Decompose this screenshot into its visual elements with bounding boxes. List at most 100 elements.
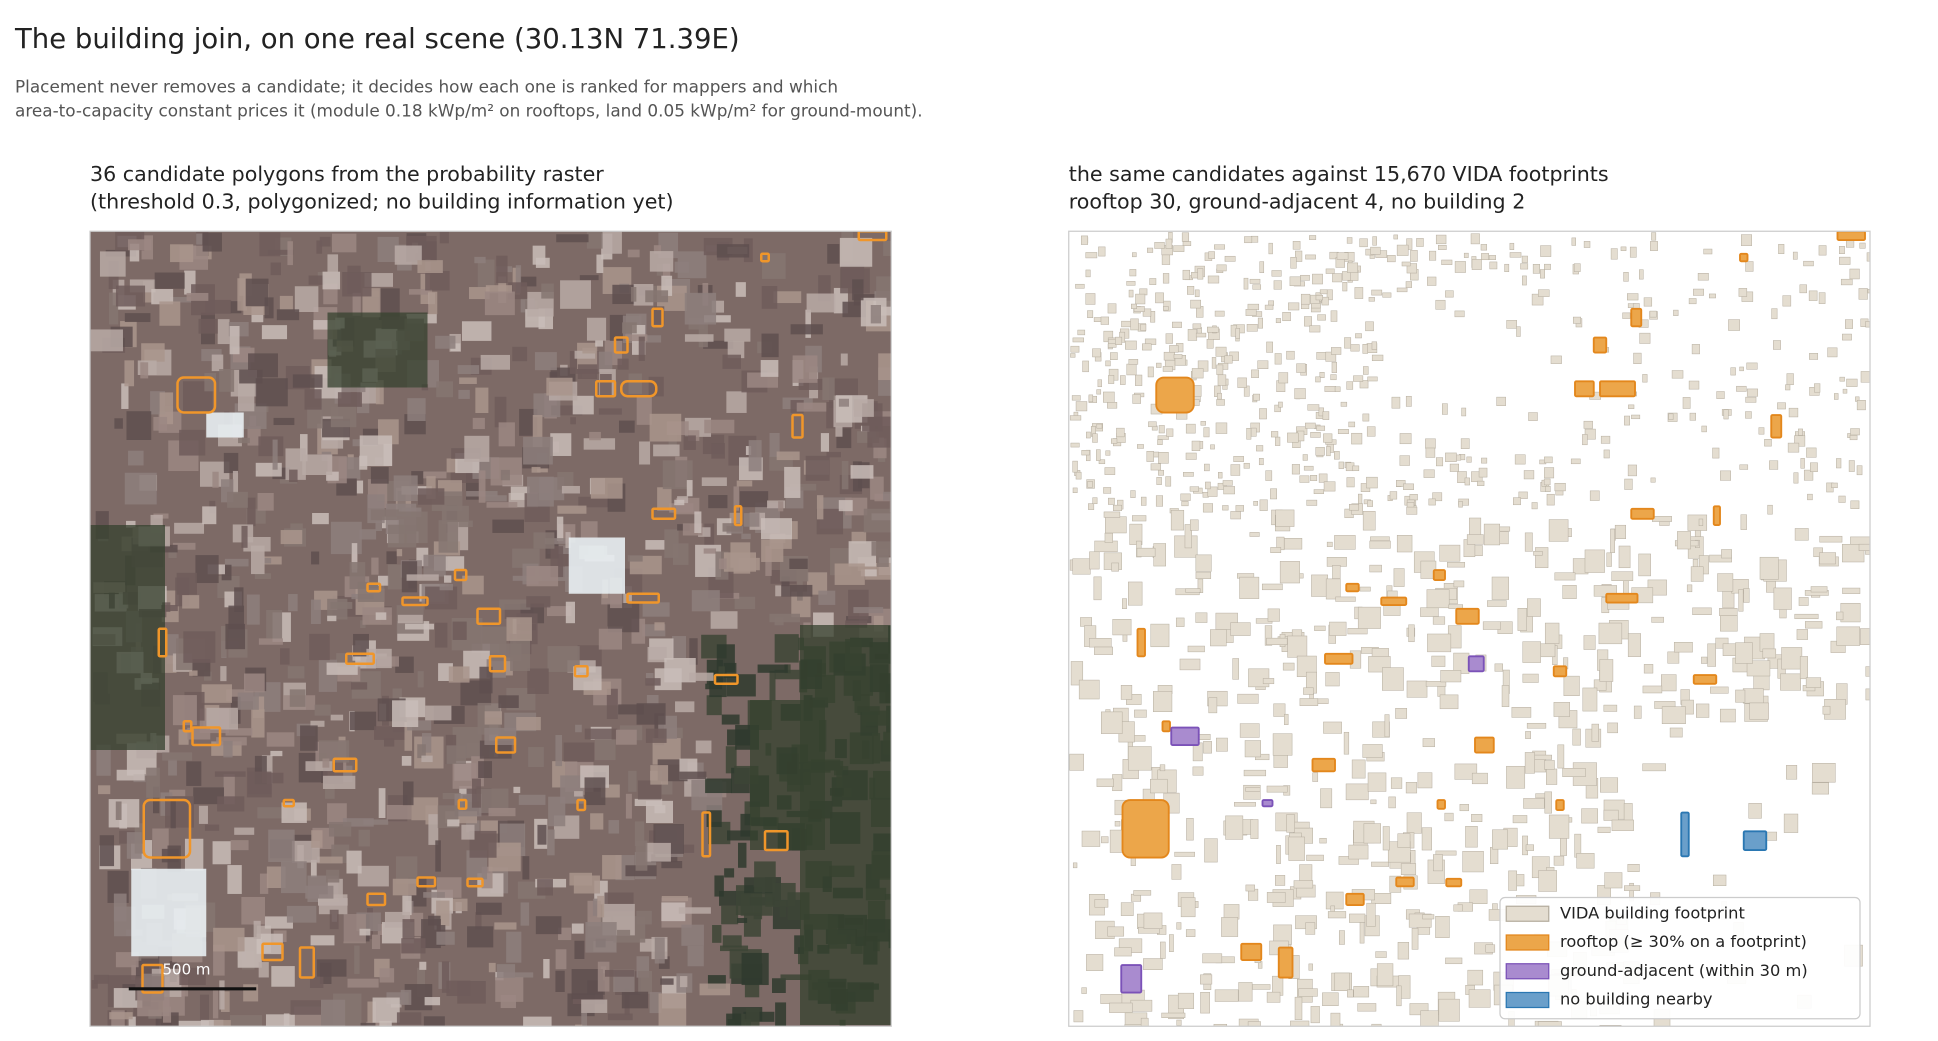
building-footprint <box>1185 452 1197 460</box>
building-footprint <box>1319 372 1325 378</box>
terrain <box>578 496 609 508</box>
terrain <box>168 759 177 776</box>
building-footprint <box>1176 1019 1182 1026</box>
terrain <box>498 695 519 708</box>
building-footprint <box>1650 477 1656 483</box>
building-footprint <box>1506 765 1526 789</box>
terrain <box>401 755 412 766</box>
terrain <box>234 827 255 835</box>
building-footprint <box>1128 581 1143 606</box>
building-footprint <box>1406 238 1413 250</box>
terrain <box>550 433 572 456</box>
building-footprint <box>1838 495 1846 503</box>
building-footprint <box>1693 288 1704 296</box>
building-footprint <box>1362 511 1376 531</box>
terrain <box>425 586 458 610</box>
building-footprint <box>1195 554 1212 572</box>
terrain <box>230 840 249 851</box>
candidate-outline <box>594 380 617 398</box>
terrain <box>212 841 231 865</box>
building-footprint <box>1176 922 1182 930</box>
terrain <box>485 495 507 502</box>
terrain <box>722 935 742 948</box>
terrain <box>586 317 607 341</box>
building-footprint <box>1312 273 1323 285</box>
building-footprint <box>1438 998 1460 1022</box>
building-footprint <box>1150 623 1170 648</box>
building-footprint <box>1130 490 1136 498</box>
building-footprint <box>1393 234 1398 240</box>
building-footprint <box>1349 913 1366 923</box>
building-footprint <box>1642 763 1666 772</box>
terrain <box>600 374 612 395</box>
candidate-polygon <box>1432 569 1446 581</box>
building-footprint <box>1104 467 1116 475</box>
terrain <box>371 934 381 950</box>
building-footprint <box>1366 426 1376 437</box>
building-footprint <box>1603 704 1618 712</box>
building-footprint <box>1525 844 1534 851</box>
building-footprint <box>1296 363 1306 373</box>
terrain <box>439 231 449 244</box>
building-footprint <box>1544 760 1555 770</box>
building-footprint <box>1309 235 1317 240</box>
terrain <box>255 462 282 477</box>
building-footprint <box>1371 289 1383 296</box>
building-footprint <box>1376 963 1394 987</box>
terrain <box>845 620 868 628</box>
building-footprint <box>1158 425 1165 434</box>
building-footprint <box>1786 373 1794 386</box>
candidate-polygon <box>1630 507 1655 520</box>
candidate-polygon <box>1630 307 1643 328</box>
terrain <box>342 272 372 297</box>
terrain <box>794 935 804 954</box>
building-footprint <box>1207 486 1218 497</box>
terrain <box>727 341 745 359</box>
candidate-outline <box>576 798 587 812</box>
terrain <box>664 529 679 558</box>
panel-title: (threshold 0.3, polygonized; no building… <box>90 190 674 214</box>
building-footprint <box>1778 244 1785 254</box>
building-footprint <box>1638 553 1651 577</box>
building-footprint <box>1834 393 1839 400</box>
candidate-outline <box>298 946 315 979</box>
building-footprint <box>1474 545 1483 557</box>
building-footprint <box>1470 233 1480 245</box>
terrain <box>767 500 786 509</box>
terrain <box>322 271 341 290</box>
building-footprint <box>1265 470 1273 481</box>
terrain <box>474 256 486 264</box>
building-footprint <box>1223 904 1240 920</box>
building-footprint <box>1244 740 1261 758</box>
terrain <box>267 249 294 255</box>
building-footprint <box>1275 509 1295 527</box>
terrain <box>546 606 572 617</box>
building-footprint <box>1781 647 1803 670</box>
terrain <box>711 300 725 313</box>
building-footprint <box>1114 947 1132 957</box>
terrain <box>598 408 622 415</box>
terrain <box>310 859 317 878</box>
terrain <box>360 1022 376 1027</box>
building-footprint <box>1347 262 1359 273</box>
building-footprint <box>1382 826 1390 851</box>
building-footprint <box>1200 992 1210 1014</box>
building-footprint <box>1357 1003 1377 1012</box>
building-footprint <box>1758 427 1765 435</box>
building-footprint <box>1719 608 1738 616</box>
building-footprint <box>1150 463 1161 471</box>
terrain <box>396 549 403 557</box>
terrain <box>447 819 460 827</box>
terrain <box>532 245 546 265</box>
terrain <box>520 902 530 926</box>
building-footprint <box>1819 552 1836 565</box>
building-footprint <box>1403 483 1414 490</box>
terrain <box>531 466 541 473</box>
building-footprint <box>1310 474 1318 481</box>
building-footprint <box>1836 626 1860 646</box>
building-footprint <box>1182 269 1191 280</box>
building-footprint <box>1243 462 1250 469</box>
terrain <box>121 383 129 409</box>
building-footprint <box>1639 269 1644 280</box>
building-footprint <box>1190 299 1202 309</box>
